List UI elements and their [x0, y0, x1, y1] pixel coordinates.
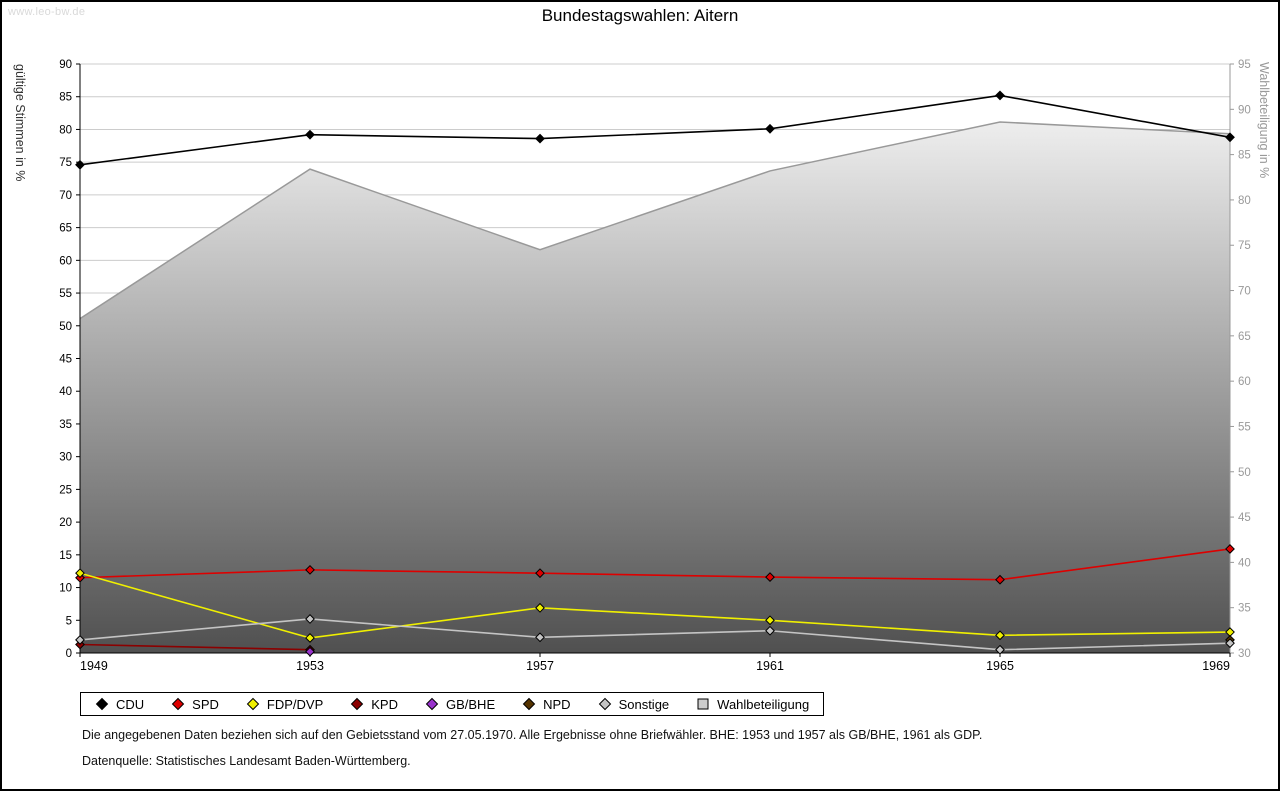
legend-label: SPD — [192, 696, 219, 712]
svg-text:75: 75 — [1238, 240, 1251, 252]
watermark: www.leo-bw.de — [8, 6, 86, 18]
svg-text:35: 35 — [59, 419, 72, 431]
svg-text:95: 95 — [1238, 59, 1251, 71]
legend-item-fdp-dvp: FDP/DVP — [246, 697, 323, 712]
svg-text:55: 55 — [59, 288, 72, 300]
legend-diamond-swatch-icon — [171, 697, 185, 711]
svg-text:1957: 1957 — [526, 659, 554, 673]
svg-text:85: 85 — [59, 92, 72, 104]
svg-text:55: 55 — [1238, 421, 1251, 433]
svg-text:50: 50 — [59, 321, 72, 333]
svg-text:20: 20 — [59, 517, 72, 529]
legend-diamond-swatch-icon — [425, 697, 439, 711]
legend-item-spd: SPD — [171, 697, 219, 712]
svg-text:10: 10 — [59, 583, 72, 595]
svg-text:70: 70 — [1238, 286, 1251, 298]
page-title: Bundestagswahlen: Aitern — [541, 6, 739, 25]
svg-text:50: 50 — [1238, 467, 1251, 479]
svg-text:65: 65 — [1238, 331, 1251, 343]
svg-text:1961: 1961 — [756, 659, 784, 673]
svg-text:75: 75 — [59, 157, 72, 169]
svg-text:60: 60 — [1238, 376, 1251, 388]
legend-label: NPD — [543, 696, 571, 712]
svg-text:30: 30 — [59, 452, 72, 464]
legend-label: CDU — [116, 696, 145, 712]
legend-item-kpd: KPD — [350, 697, 398, 712]
svg-text:65: 65 — [59, 223, 72, 235]
svg-text:25: 25 — [59, 484, 72, 496]
svg-text:1969: 1969 — [1202, 659, 1230, 673]
svg-text:85: 85 — [1238, 150, 1251, 162]
svg-text:30: 30 — [1238, 648, 1251, 660]
svg-text:1953: 1953 — [296, 659, 324, 673]
legend-label: KPD — [371, 696, 398, 712]
legend-item-npd: NPD — [522, 696, 571, 712]
legend-diamond-swatch-icon — [246, 697, 260, 711]
legend-item-wahlbeteiligung: Wahlbeteiligung — [696, 697, 809, 712]
footnote-datenquelle: Datenquelle: Statistisches Landesamt Bad… — [82, 754, 411, 768]
svg-text:90: 90 — [59, 59, 72, 71]
legend-label: FDP/DVP — [266, 696, 324, 712]
svg-text:45: 45 — [1238, 512, 1251, 524]
legend-item-cdu: CDU — [95, 697, 144, 712]
legend-label: Wahlbeteiligung — [717, 696, 810, 712]
legend-diamond-swatch-icon — [598, 697, 611, 711]
svg-text:80: 80 — [1238, 195, 1251, 207]
legend-item-sonstige: Sonstige — [598, 696, 670, 712]
svg-text:40: 40 — [59, 386, 72, 398]
legend: CDU SPD FDP/DVP KPD GB/BHE NPD Sonstige Wahlbet… — [80, 692, 825, 716]
legend-label: Sonstige — [618, 696, 670, 712]
legend-diamond-swatch-icon — [95, 697, 109, 711]
footnotes: Die angegebenen Daten beziehen sich auf … — [82, 722, 982, 774]
svg-text:60: 60 — [59, 255, 72, 267]
legend-label: GB/BHE — [445, 696, 496, 712]
election-line-chart: 0 5 10 15 20 25 30 35 40 45 50 55 60 65 70 75 80 85 90 30 35… — [13, 59, 1271, 673]
legend-diamond-swatch-icon — [522, 697, 536, 711]
legend-diamond-swatch-icon — [351, 697, 364, 711]
svg-text:gültige Stimmen in %: gültige Stimmen in % — [13, 64, 27, 181]
svg-text:1949: 1949 — [80, 659, 108, 673]
legend-square-swatch-icon — [697, 698, 709, 710]
svg-text:80: 80 — [59, 124, 72, 136]
svg-text:1965: 1965 — [986, 659, 1014, 673]
svg-text:5: 5 — [66, 615, 72, 627]
footnote-gebietsstand: Die angegebenen Daten beziehen sich auf … — [82, 728, 983, 742]
svg-text:0: 0 — [66, 648, 72, 660]
svg-text:Wahlbeteiligung in %: Wahlbeteiligung in % — [1257, 62, 1271, 178]
svg-text:45: 45 — [59, 354, 72, 366]
svg-text:70: 70 — [59, 190, 72, 202]
svg-text:90: 90 — [1238, 104, 1251, 116]
svg-text:35: 35 — [1238, 603, 1251, 615]
svg-text:15: 15 — [59, 550, 72, 562]
svg-text:40: 40 — [1238, 557, 1251, 569]
legend-item-gb-bhe: GB/BHE — [425, 697, 495, 712]
